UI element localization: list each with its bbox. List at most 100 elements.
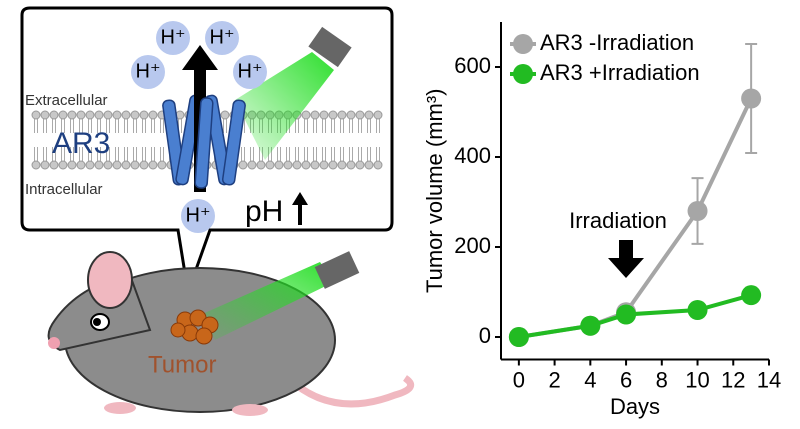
lipid-head <box>94 160 104 170</box>
data-point <box>508 327 529 347</box>
lipid-head <box>49 160 59 170</box>
lipid-head <box>328 160 338 170</box>
lipid-head <box>121 160 131 170</box>
proton-label: H⁺ <box>210 26 235 48</box>
lipid-head <box>130 110 140 120</box>
proton <box>233 55 267 89</box>
data-point <box>580 315 601 336</box>
x-tick-label: 12 <box>721 367 745 392</box>
x-tick-label: 14 <box>757 367 781 392</box>
lipid-head <box>301 160 311 170</box>
tumor-label: Tumor <box>148 351 216 378</box>
lipid-head <box>337 110 347 120</box>
data-point <box>687 201 708 221</box>
lipid-head <box>310 160 320 170</box>
light-beam <box>235 52 334 160</box>
lipid-head <box>328 110 338 120</box>
extracellular-label: Extracellular <box>25 92 108 109</box>
data-point <box>741 88 762 109</box>
lipid-head <box>220 110 230 120</box>
lipid-head <box>274 160 284 170</box>
proton-label: H⁺ <box>136 60 161 82</box>
foot <box>232 404 268 416</box>
legend-marker <box>513 34 533 54</box>
lipid-head <box>364 160 374 170</box>
lipid-head <box>337 160 347 170</box>
lipid-head <box>103 160 113 170</box>
channel-label: AR3 <box>52 127 110 160</box>
proton-label: H⁺ <box>186 204 211 226</box>
lipid-head <box>373 110 383 120</box>
lipid-head <box>355 160 365 170</box>
lipid-head <box>121 110 131 120</box>
annotation-arrow <box>608 240 644 278</box>
data-point <box>741 285 762 306</box>
mouse <box>47 251 414 416</box>
lipid-head <box>256 160 266 170</box>
legend-label: AR3 +Irradiation <box>540 60 700 85</box>
proton <box>205 21 239 55</box>
lipid-head <box>31 160 41 170</box>
ph-up-arrow <box>292 192 308 225</box>
lipid-head <box>112 160 122 170</box>
lipid-head <box>157 160 167 170</box>
y-tick-label: 400 <box>454 143 491 168</box>
legend-label: AR3 -Irradiation <box>540 30 694 55</box>
lipid-head <box>283 160 293 170</box>
x-tick-label: 2 <box>548 367 560 392</box>
protons: H⁺ H⁺H⁺ H⁺H⁺ <box>131 21 267 233</box>
lipid-head <box>85 160 95 170</box>
proton <box>131 55 165 89</box>
lipid-head <box>76 160 86 170</box>
foot <box>104 402 136 414</box>
lipid-head <box>49 110 59 120</box>
x-tick-label: 4 <box>584 367 596 392</box>
y-tick-label: 0 <box>479 323 491 348</box>
lipid-head <box>40 110 50 120</box>
nose <box>48 337 60 349</box>
lipid-head <box>238 160 248 170</box>
lipid-head <box>139 110 149 120</box>
lipid-head <box>310 110 320 120</box>
lipid-head <box>58 110 68 120</box>
lipid-head <box>76 110 86 120</box>
legend-marker <box>513 64 533 84</box>
channel-front <box>194 97 214 189</box>
lipid-head <box>346 160 356 170</box>
lipid-head <box>148 160 158 170</box>
y-tick-label: 200 <box>454 233 491 258</box>
lipid-head <box>364 110 374 120</box>
x-axis-label: Days <box>610 394 660 419</box>
lipid-head <box>139 160 149 170</box>
lipid-head <box>265 160 275 170</box>
lipid-head <box>103 110 113 120</box>
ph-label: pH <box>245 195 283 228</box>
x-tick-label: 10 <box>685 367 709 392</box>
lipid-head <box>355 110 365 120</box>
lipid-head <box>148 110 158 120</box>
laser <box>314 251 360 289</box>
data-point <box>616 304 637 325</box>
illustration: H⁺ H⁺H⁺ H⁺H⁺ Extracellular Intracellular A… <box>20 6 414 416</box>
y-axis-label: Tumor volume (mm³) <box>422 88 447 293</box>
lipid-head <box>94 110 104 120</box>
x-tick-label: 6 <box>620 367 632 392</box>
intracellular-label: Intracellular <box>25 181 103 198</box>
proton <box>181 199 215 233</box>
data-point <box>687 300 708 320</box>
lipid-head <box>373 160 383 170</box>
lipid-head <box>67 110 77 120</box>
y-tick-label: 600 <box>454 53 491 78</box>
x-tick-label: 0 <box>513 367 525 392</box>
lipid-head <box>346 110 356 120</box>
lipid-head <box>112 110 122 120</box>
ear <box>87 251 133 309</box>
proton-label: H⁺ <box>238 60 263 82</box>
lipid-head <box>67 160 77 170</box>
lipid-head <box>319 160 329 170</box>
lipid-head <box>85 110 95 120</box>
lipid-head <box>130 160 140 170</box>
annotation: Irradiation <box>569 208 667 233</box>
